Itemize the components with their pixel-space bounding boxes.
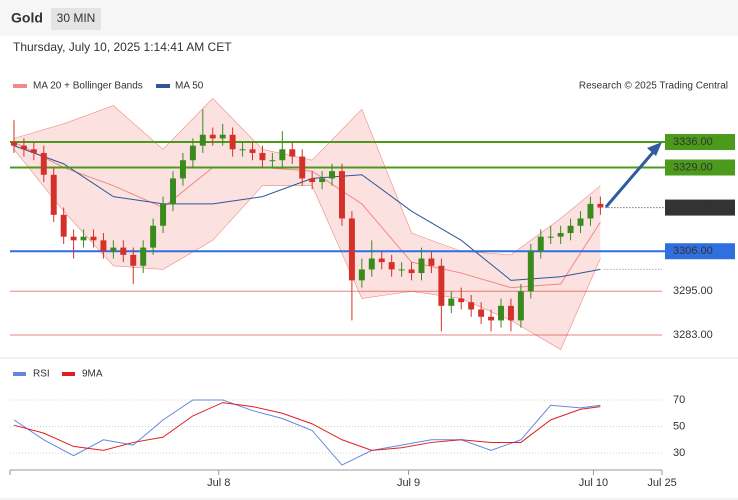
y-tick-label: 30	[673, 447, 685, 459]
candle-body	[507, 305, 514, 321]
candle-body	[259, 152, 266, 161]
candle-body	[199, 134, 206, 146]
candle-body	[40, 152, 47, 175]
candle-body	[50, 174, 57, 215]
candle-body	[488, 316, 495, 321]
candle-body	[130, 254, 137, 266]
candle-body	[378, 258, 385, 263]
x-tick-label: Jul 25	[647, 477, 676, 489]
y-tick-label: 70	[673, 394, 685, 406]
candle-body	[557, 233, 564, 237]
candle-body	[448, 298, 455, 306]
candle-body	[468, 302, 475, 310]
x-tick-label: Jul 9	[397, 477, 420, 489]
x-tick-label: Jul 8	[207, 477, 230, 489]
candle-body	[209, 134, 216, 139]
candle-body	[478, 309, 485, 317]
candle-body	[577, 218, 584, 226]
plot: MA 20 + Bollinger Bands MA 50 3336.00 3329.…	[9, 81, 735, 489]
candle-body	[160, 203, 167, 226]
candle-body	[100, 240, 107, 252]
candle-body	[458, 298, 465, 303]
candle-body	[219, 134, 226, 139]
last-price-label: 3317.99	[673, 201, 713, 213]
bollinger-upper	[13, 97, 601, 256]
legend-label: MA 20 + Bollinger Bands	[33, 81, 143, 92]
legend-label: MA 50	[175, 81, 204, 92]
forecast-arrow	[604, 149, 657, 208]
legend-label: RSI	[33, 369, 50, 380]
candle-body	[299, 156, 306, 179]
rsi-line	[13, 399, 601, 466]
level-label: 3283.00	[673, 329, 713, 341]
candle-body	[388, 262, 395, 270]
candle-body	[229, 134, 236, 150]
candle-body	[498, 305, 504, 321]
candle-body	[329, 171, 336, 179]
y-tick-label: 50	[673, 420, 685, 432]
candle-body	[597, 203, 604, 208]
candle-body	[319, 178, 326, 183]
candle-body	[338, 171, 345, 219]
candle-body	[398, 269, 405, 271]
rsi-line	[13, 402, 601, 451]
last-price-box	[665, 199, 735, 216]
candle-body	[547, 236, 554, 238]
symbol: Gold	[11, 10, 43, 26]
credit: Research © 2025 Trading Central	[579, 81, 728, 92]
bollinger-fill	[13, 98, 601, 350]
candle-body	[70, 236, 77, 241]
candle-body	[527, 251, 534, 292]
candle-body	[289, 149, 296, 157]
candle-body	[120, 247, 127, 255]
candle-body	[269, 160, 276, 162]
legend-label: 9MA	[82, 369, 103, 380]
arrow-head	[647, 142, 662, 156]
candle-body	[408, 269, 415, 274]
candle-body	[110, 247, 117, 252]
candle-body	[587, 203, 594, 219]
candle-body	[249, 149, 256, 153]
candle-body	[438, 265, 445, 306]
level-box	[665, 134, 735, 151]
candle-body	[10, 142, 17, 146]
candle-body	[428, 258, 435, 266]
candle-body	[140, 247, 147, 266]
candle-body	[537, 236, 544, 252]
candle-body	[189, 145, 196, 161]
candle-body	[150, 225, 157, 248]
header-bar	[0, 0, 738, 36]
candle-body	[418, 258, 425, 274]
candle-body	[179, 160, 186, 179]
candle-body	[80, 236, 87, 241]
candle-body	[517, 291, 524, 321]
candle-body	[239, 149, 246, 151]
level-label: 3306.00	[673, 245, 713, 257]
interval[interactable]: 30 MIN	[57, 11, 96, 25]
candle-body	[567, 225, 574, 234]
timestamp: Thursday, July 10, 2025 1:14:41 AM CET	[13, 40, 232, 54]
x-tick-label: Jul 10	[579, 477, 608, 489]
level-label: 3336.00	[673, 136, 713, 148]
candle-body	[348, 218, 355, 281]
level-box	[665, 159, 735, 176]
interval-chip[interactable]	[51, 8, 101, 30]
candle-body	[279, 149, 286, 161]
candle-body	[90, 236, 97, 241]
level-label: 3329.00	[673, 161, 713, 173]
candle-body	[60, 214, 67, 237]
candle-body	[368, 258, 375, 270]
candle-body	[309, 178, 316, 183]
level-box	[665, 243, 735, 260]
level-label: 3295.00	[673, 285, 713, 297]
candle-body	[20, 145, 27, 150]
candle-body	[358, 269, 365, 281]
candle-body	[170, 178, 176, 204]
candle-body	[30, 149, 37, 153]
